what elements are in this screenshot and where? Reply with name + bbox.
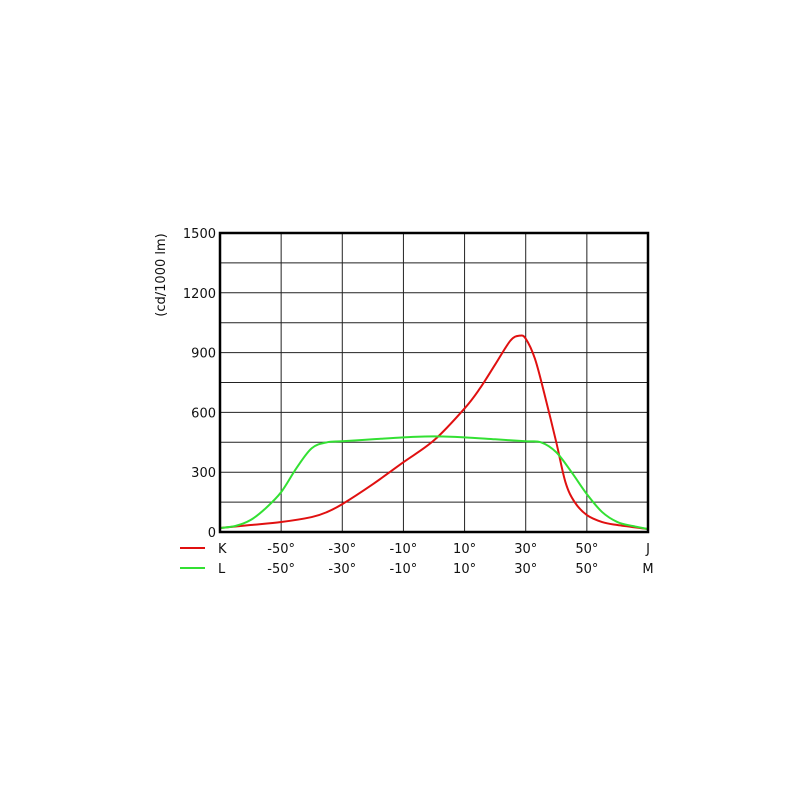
x-tick-label: -30°: [328, 542, 356, 557]
x-tick-label: -30°: [328, 562, 356, 577]
legend: KL: [180, 542, 227, 577]
y-axis-label: (cd/1000 lm): [154, 233, 169, 316]
x-tick-label: -10°: [390, 562, 418, 577]
x-tick-label: 50°: [575, 562, 598, 577]
x-tick-label: 10°: [453, 562, 476, 577]
x-tick-label: -50°: [267, 562, 295, 577]
y-tick-label: 900: [191, 347, 216, 362]
x-tick-labels: -50° -30° -10° 10° 30° 50° J -50° -30° -10° 10° 30°…: [267, 542, 653, 577]
y-tick-label: 0: [208, 526, 216, 541]
y-tick-labels: 0 300 600 900 1200 1500: [183, 227, 216, 541]
y-tick-label: 1500: [183, 227, 216, 242]
plot-frame: [218, 231, 650, 534]
y-tick-label: 1200: [183, 287, 216, 302]
legend-label-K: K: [218, 542, 227, 557]
x-tick-label: 30°: [514, 562, 537, 577]
legend-label-L: L: [218, 562, 226, 577]
x-axis-end-label: M: [642, 562, 653, 577]
series-line-K: [219, 334, 649, 531]
series-line-L: [219, 435, 649, 530]
x-tick-label: -50°: [267, 542, 295, 557]
x-tick-label: 10°: [453, 542, 476, 557]
series-group: [219, 334, 649, 531]
x-tick-label: -10°: [390, 542, 418, 557]
y-tick-label: 600: [191, 406, 216, 421]
x-tick-label: 30°: [514, 542, 537, 557]
y-tick-label: 300: [191, 466, 216, 481]
x-tick-label: 50°: [575, 542, 598, 557]
x-axis-end-label: J: [645, 542, 650, 557]
grid: [219, 232, 649, 533]
